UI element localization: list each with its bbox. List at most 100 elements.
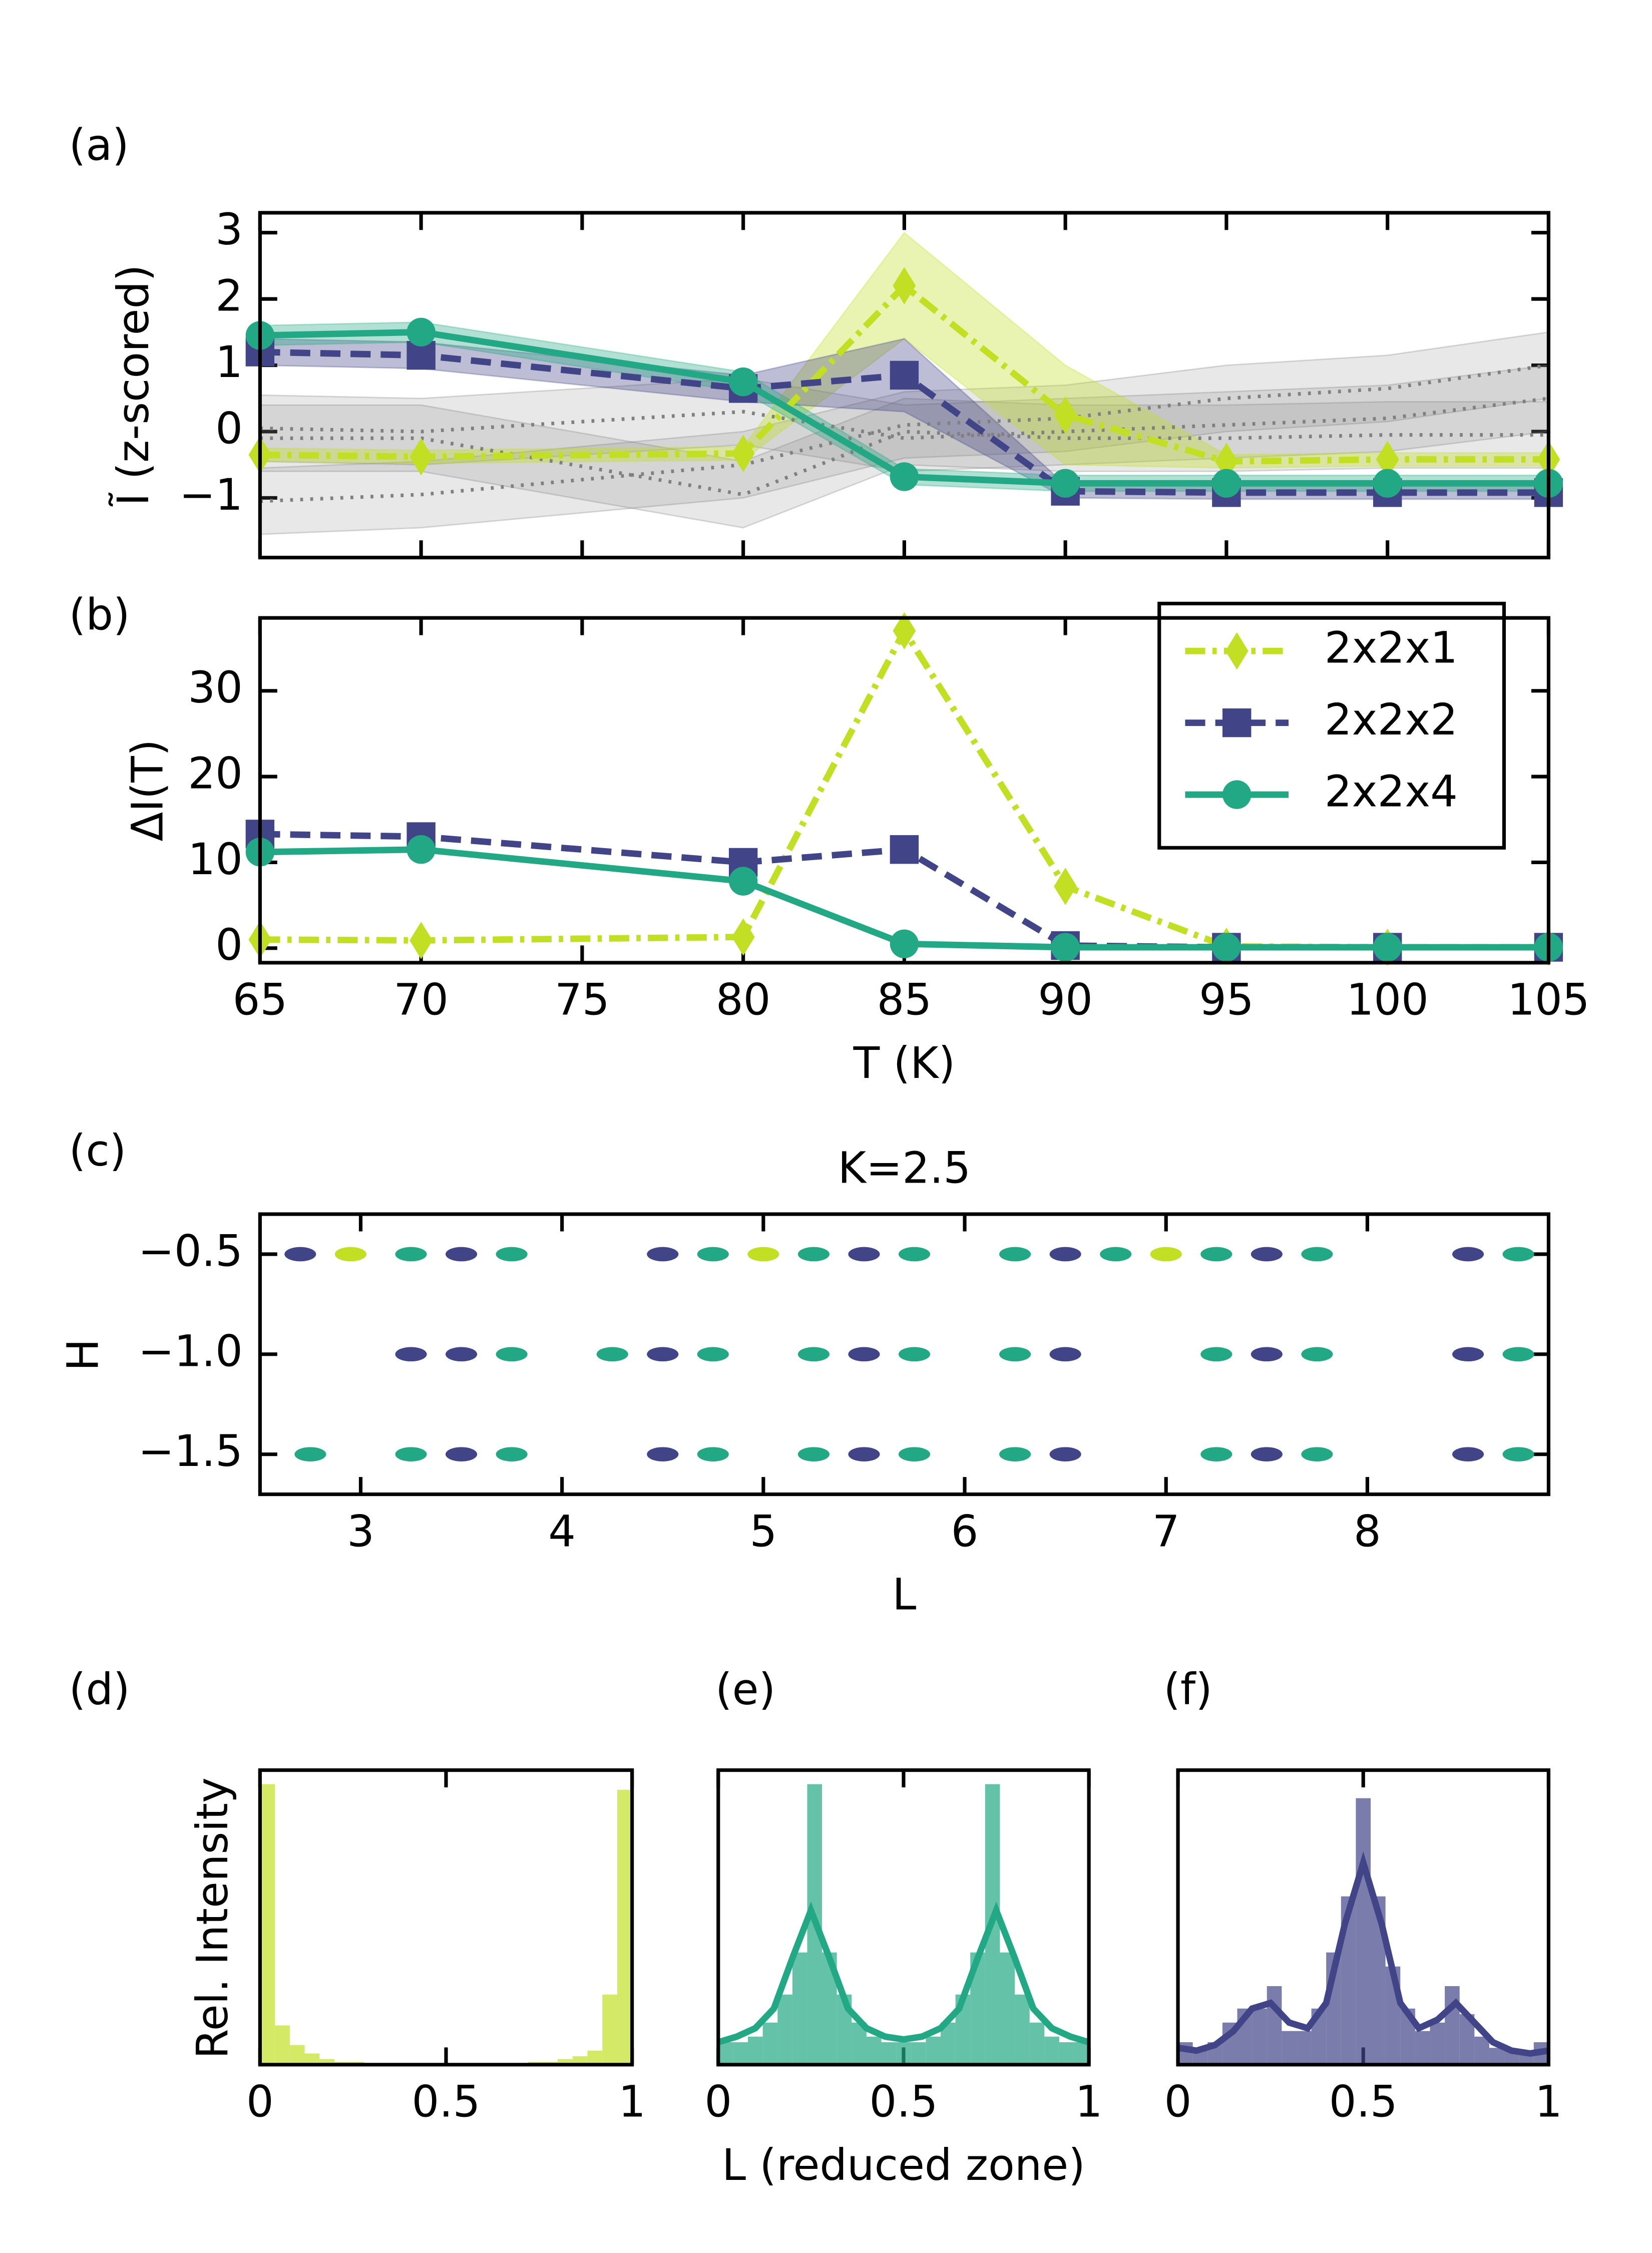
peak-blob — [1301, 1247, 1333, 1262]
marker — [890, 835, 919, 864]
marker — [1054, 868, 1077, 905]
panel-title: K=2.5 — [838, 1143, 971, 1193]
histogram-bar — [733, 2042, 748, 2065]
peak-blob — [1049, 1447, 1081, 1462]
marker — [1054, 396, 1077, 434]
histogram-bar — [617, 1789, 632, 2065]
marker — [731, 918, 755, 956]
x-tick-label: 0 — [704, 2077, 732, 2127]
histogram-bar — [1029, 2022, 1045, 2065]
peak-blob — [848, 1247, 880, 1262]
peak-blob — [1251, 1347, 1283, 1362]
peak-blob — [747, 1247, 779, 1262]
peak-blob — [496, 1447, 528, 1462]
x-tick-label: 0.5 — [412, 2077, 481, 2127]
panel-label: (b) — [69, 590, 130, 640]
histogram-bar — [1059, 2042, 1074, 2065]
marker — [890, 360, 919, 390]
peak-blob — [1301, 1447, 1333, 1462]
histogram-bar — [557, 2059, 573, 2065]
peak-blob — [1502, 1347, 1534, 1362]
peak-blob — [1049, 1247, 1081, 1262]
y-tick-label: 2 — [215, 271, 243, 321]
peak-blob — [496, 1247, 528, 1262]
x-axis-label: T (K) — [853, 1038, 956, 1088]
x-tick-label: 90 — [1038, 975, 1093, 1025]
peak-blob — [999, 1447, 1031, 1462]
histogram-bar — [1430, 2022, 1445, 2065]
x-tick-label: 0.5 — [870, 2077, 938, 2127]
peak-blob — [446, 1347, 478, 1362]
x-tick-label: 0 — [246, 2077, 274, 2127]
peak-blob — [395, 1347, 427, 1362]
series-line — [260, 430, 1549, 497]
marker — [409, 922, 433, 959]
peak-blob — [1049, 1347, 1081, 1362]
histogram-bar — [1356, 1798, 1371, 2065]
plot-frame — [258, 211, 1550, 560]
series-line — [260, 328, 1549, 487]
marker — [893, 612, 916, 650]
histogram-bar — [602, 1994, 617, 2065]
histogram-bar — [1445, 1986, 1460, 2065]
y-axis-label: Ĩ (z-scored) — [109, 264, 159, 507]
marker — [1051, 469, 1080, 498]
marker — [1212, 469, 1241, 498]
histogram-bar — [275, 2025, 290, 2065]
x-tick-label: 4 — [548, 1507, 576, 1557]
peak-blob — [395, 1447, 427, 1462]
x-tick-label: 0.5 — [1329, 2077, 1398, 2127]
histogram-bar — [1015, 1994, 1030, 2065]
x-tick-label: 7 — [1152, 1507, 1180, 1557]
histogram-bar — [289, 2045, 305, 2065]
peak-blob — [1452, 1247, 1484, 1262]
marker — [406, 317, 436, 347]
x-tick-label: 80 — [716, 975, 771, 1025]
x-tick-label: 1 — [618, 2077, 646, 2127]
x-tick-label: 105 — [1507, 975, 1589, 1025]
y-tick-label: 1 — [215, 337, 243, 388]
panel-label: (d) — [69, 1665, 130, 1715]
marker — [1376, 441, 1399, 478]
peak-blob — [1452, 1447, 1484, 1462]
histogram-bar — [572, 2056, 588, 2065]
plot-frame — [258, 1768, 634, 2067]
panel-label: (f) — [1163, 1665, 1212, 1715]
y-tick-label: −0.5 — [138, 1226, 243, 1276]
x-tick-label: 65 — [233, 975, 288, 1025]
histogram-bar — [911, 2042, 926, 2065]
marker — [1373, 933, 1402, 962]
panel-label: (e) — [715, 1665, 775, 1715]
x-tick-label: 75 — [555, 975, 610, 1025]
marker — [1212, 933, 1241, 962]
x-axis-label: L — [892, 1570, 916, 1620]
histogram-bar — [1267, 1986, 1282, 2065]
x-tick-label: 70 — [393, 975, 449, 1025]
histogram-bar — [1489, 2048, 1504, 2065]
marker — [409, 438, 433, 476]
marker — [1373, 469, 1402, 498]
histogram-bar — [1415, 2031, 1430, 2065]
legend-marker — [1225, 632, 1249, 670]
histogram-bar — [748, 2036, 763, 2065]
peak-blob — [496, 1347, 528, 1362]
peak-blob — [334, 1247, 366, 1262]
peak-blob — [898, 1347, 931, 1362]
x-tick-label: 8 — [1354, 1507, 1381, 1557]
series-line — [260, 363, 1549, 503]
peak-blob — [1251, 1447, 1283, 1462]
plot-frame — [716, 1768, 1091, 2067]
peak-blob — [697, 1247, 729, 1262]
panel-label: (c) — [69, 1126, 127, 1176]
marker — [728, 867, 758, 896]
x-tick-label: 85 — [877, 975, 932, 1025]
peak-blob — [1200, 1347, 1232, 1362]
peak-blob — [1100, 1247, 1132, 1262]
histogram-bar — [587, 2050, 603, 2065]
panel-label: (a) — [69, 120, 129, 170]
peak-blob — [647, 1347, 679, 1362]
histogram-bar — [1252, 2008, 1267, 2065]
peak-blob — [1502, 1247, 1534, 1262]
peak-blob — [1150, 1247, 1182, 1262]
